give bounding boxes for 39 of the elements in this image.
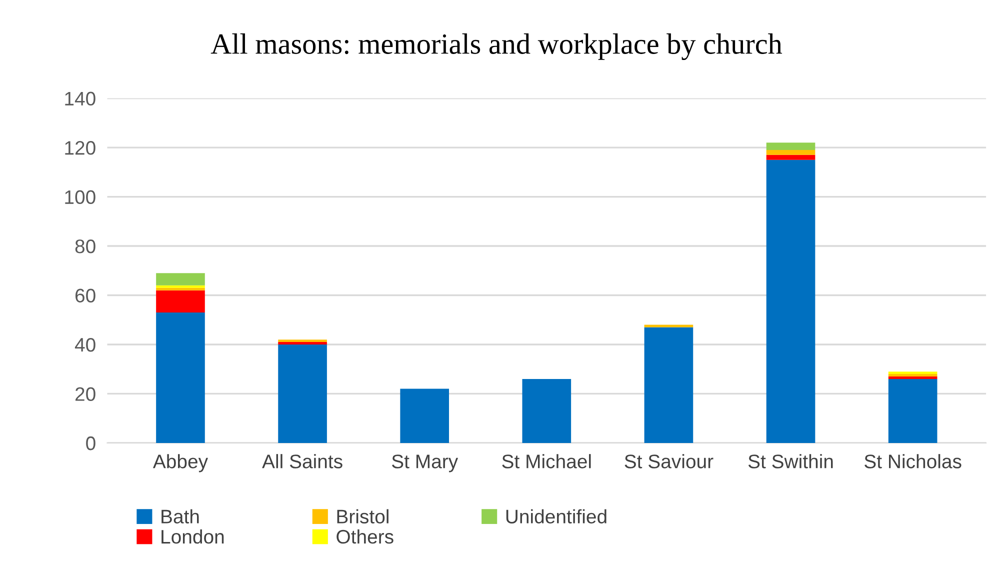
y-tick-label: 60 [75,288,96,302]
bar [888,372,938,374]
y-tick-label: 140 [65,92,96,106]
x-tick-label: All Saints [262,454,342,468]
x-tick-label: St Mary [392,454,458,472]
x-tick-label: St Nicholas [864,454,962,468]
x-tick-label: Abbey [152,454,208,472]
y-tick-label: 80 [75,239,96,254]
bar [644,324,694,328]
x-tick-label: St Swithin [748,454,833,468]
bar [400,388,449,443]
bar [278,340,327,342]
legend-label: Others [336,529,394,544]
y-tick-label: 120 [65,141,96,155]
bar [766,160,816,443]
bar [888,378,938,443]
y-tick-label: 0 [86,436,96,450]
x-tick-label: St Saviour [624,454,714,468]
bar [644,327,694,443]
y-tick-label: 40 [74,338,96,352]
bar [278,344,327,443]
bar [766,154,816,160]
bar [156,312,205,443]
bar [156,288,205,290]
bar [888,376,938,379]
bar [522,378,572,443]
y-tick-label: 20 [75,387,96,401]
bar [156,285,205,288]
x-tick-label: St Michael [502,454,591,468]
legend-label: Bristol [337,509,388,524]
legend-label: London [162,529,224,544]
bar [156,273,205,286]
chart-title: All masons: memorials and workplace by church [210,33,782,60]
y-tick-label: 100 [65,190,96,204]
legend-label: Bath [162,509,199,524]
bar [766,150,816,155]
bar [766,142,816,150]
legend-label: Unidentified [506,509,606,524]
bar [156,290,205,312]
